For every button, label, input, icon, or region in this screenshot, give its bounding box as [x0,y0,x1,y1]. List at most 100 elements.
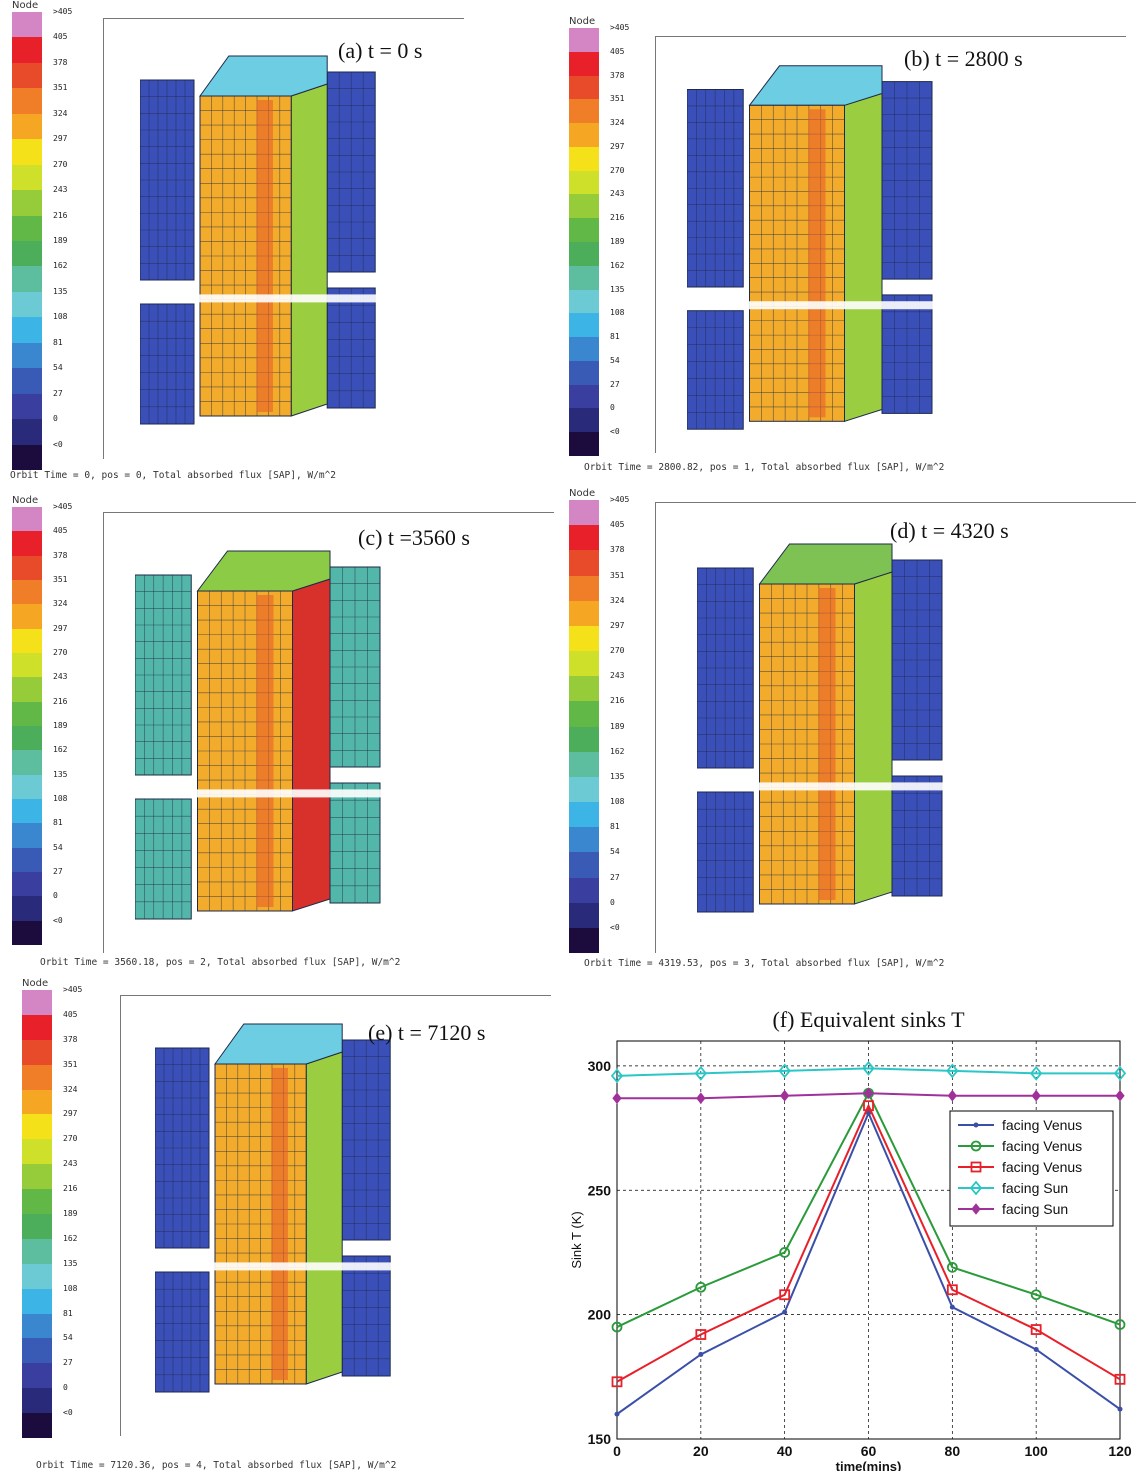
top-face [750,66,883,106]
legend-swatch [12,292,42,318]
legend-label: <0 [63,1408,73,1417]
legend-label: 405 [63,1010,77,1019]
legend-swatch [12,343,42,369]
legend-label: 351 [53,575,67,584]
legend-swatch [569,99,599,123]
hot-stripe [272,1068,288,1380]
legend-label: 297 [610,142,624,151]
legend-label: 243 [610,189,624,198]
orbit-caption: Orbit Time = 4319.53, pos = 3, Total abs… [584,958,944,969]
legend-label: 243 [610,671,624,680]
legend-label: 135 [53,770,67,779]
legend-label: 324 [610,118,624,127]
legend-swatch [569,432,599,456]
legend-label: 27 [53,867,63,876]
legend-swatch [22,1139,52,1164]
orbit-caption: Orbit Time = 0, pos = 0, Total absorbed … [10,470,336,481]
top-face [200,56,327,96]
legend-swatch [569,550,599,576]
legend-swatch [569,525,599,551]
legend-swatch [12,190,42,216]
legend-label: 108 [610,308,624,317]
legend-label: <0 [610,923,620,932]
side-face [855,572,893,904]
legend-label: 270 [53,160,67,169]
legend-swatch [569,601,599,627]
legend-label: 135 [53,287,67,296]
legend-label: 378 [610,71,624,80]
legend-swatch [569,408,599,432]
legend-swatch [12,317,42,343]
legend-header: Node [569,488,595,499]
legend-swatch [569,194,599,218]
legend-label: 351 [610,571,624,580]
legend-swatch [12,677,42,702]
legend-label: 405 [53,526,67,535]
legend-swatch [22,1363,52,1388]
legend-swatch [569,852,599,878]
legend-header: Node [12,495,38,506]
legend-label: 108 [63,1284,77,1293]
data-point [950,1305,955,1310]
hot-stripe [256,595,273,907]
legend-header: Node [22,978,48,989]
legend-entry: facing Sun [1002,1201,1068,1217]
legend-label: 27 [53,389,63,398]
legend-label: 243 [63,1159,77,1168]
legend-swatch [22,1065,52,1090]
legend-label: 0 [53,891,58,900]
legend-label: 189 [63,1209,77,1218]
legend-swatch [569,727,599,753]
legend-swatch [569,701,599,727]
sink-temperature-chart: (f) Equivalent sinks T1502002503000 20 40 6… [565,1003,1135,1471]
legend-label: 324 [610,596,624,605]
legend-swatch [12,604,42,629]
legend-swatch [22,1413,52,1438]
legend-label: 162 [53,261,67,270]
legend-label: 0 [610,898,615,907]
legend-swatch [569,827,599,853]
legend-label: 324 [53,599,67,608]
legend-swatch [569,52,599,76]
legend-label: 54 [610,356,620,365]
y-axis-label: Sink T (K) [569,1211,584,1268]
legend-swatch [569,147,599,171]
hot-stripe [257,100,273,412]
panel-title: (e) t = 7120 s [368,1020,486,1046]
panel-a: Node >405 405 378 351 324 297 270 243 216 189 162 13… [0,0,560,485]
legend-swatch [569,313,599,337]
orbit-caption: Orbit Time = 7120.36, pos = 4, Total abs… [36,1460,396,1471]
panel-gap [135,789,385,797]
legend-swatch [569,878,599,904]
legend-swatch [12,799,42,824]
legend-swatch [22,1189,52,1214]
legend-swatch [569,385,599,409]
side-face [291,84,327,416]
panel-title: (c) t =3560 s [358,525,470,551]
y-tick-label: 300 [588,1058,612,1074]
legend-label: 405 [610,47,624,56]
legend-label: 405 [53,32,67,41]
flux-legend: Node >405 405 378 351 324 297 270 243 216 189 162 13… [557,488,657,953]
x-tick-label: 80 [945,1443,961,1459]
legend-label: 378 [610,545,624,554]
satellite-model [135,535,385,935]
data-point [1034,1347,1039,1352]
legend-swatch [569,626,599,652]
legend-label: 81 [63,1309,73,1318]
legend-label: 324 [63,1085,77,1094]
orbit-caption: Orbit Time = 3560.18, pos = 2, Total abs… [40,957,400,968]
legend-label: 351 [610,94,624,103]
flux-legend: Node >405 405 378 351 324 297 270 243 216 189 162 13… [0,0,100,470]
panel-d: Node >405 405 378 351 324 297 270 243 216 189 162 13… [557,488,1144,968]
data-point [698,1352,703,1357]
legend-label: 81 [53,338,63,347]
top-face [198,551,331,591]
legend-label: >405 [610,23,629,32]
legend-swatch [569,218,599,242]
legend-swatch [22,1338,52,1363]
legend-swatch [12,114,42,140]
legend-swatch [569,337,599,361]
legend-entry: facing Venus [1002,1117,1082,1133]
legend-swatch [12,266,42,292]
